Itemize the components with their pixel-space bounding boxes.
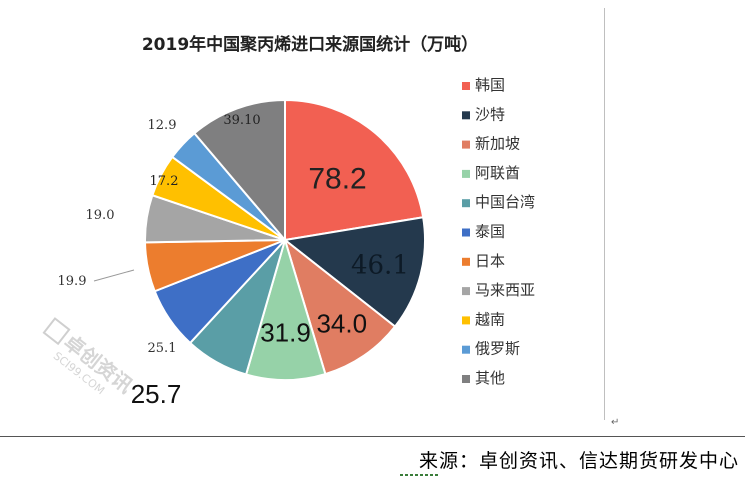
chart-frame: 2019年中国聚丙烯进口来源国统计（万吨） 卓创资讯 SCI99.COM 78.… bbox=[10, 8, 619, 428]
legend-label-0: 韩国 bbox=[475, 76, 505, 94]
data-label-10: 39.10 bbox=[223, 113, 260, 128]
divider-line bbox=[0, 436, 745, 437]
legend-label-2: 新加坡 bbox=[475, 135, 520, 153]
legend-label-7: 马来西亚 bbox=[475, 281, 535, 299]
legend-swatch-7 bbox=[462, 287, 470, 296]
legend-label-3: 阿联酋 bbox=[475, 164, 520, 182]
legend-swatch-6 bbox=[462, 257, 470, 266]
data-label-4: 25.7 bbox=[131, 379, 182, 409]
legend-swatch-9 bbox=[462, 345, 470, 354]
data-label-2: 34.0 bbox=[316, 308, 367, 338]
pie-chart: 2019年中国聚丙烯进口来源国统计（万吨） 卓创资讯 SCI99.COM 78.… bbox=[42, 34, 535, 409]
legend-label-5: 泰国 bbox=[475, 223, 505, 241]
legend-swatch-5 bbox=[462, 228, 470, 237]
legend-label-6: 日本 bbox=[475, 252, 505, 270]
data-label-9: 12.9 bbox=[148, 118, 177, 133]
legend-swatch-8 bbox=[462, 316, 470, 325]
pie-slice-0 bbox=[284, 98, 425, 242]
legend-swatch-2 bbox=[462, 140, 470, 149]
data-label-5: 25.1 bbox=[148, 341, 177, 356]
paragraph-mark: ↵ bbox=[611, 417, 620, 428]
watermark-logo-mark bbox=[42, 317, 71, 346]
pie-slice-10 bbox=[193, 98, 286, 243]
legend-label-9: 俄罗斯 bbox=[475, 340, 520, 358]
data-label-7: 19.0 bbox=[86, 208, 115, 223]
spellcheck-underline bbox=[400, 474, 440, 476]
pie-slice-1 bbox=[282, 216, 426, 328]
legend-label-1: 沙特 bbox=[475, 105, 505, 123]
data-label-0: 78.2 bbox=[308, 163, 366, 196]
pie-slice-3 bbox=[244, 236, 327, 381]
legend-swatch-0 bbox=[462, 82, 470, 90]
legend-swatch-3 bbox=[462, 169, 470, 178]
leader-line-6 bbox=[93, 269, 135, 282]
legend-swatch-1 bbox=[462, 111, 470, 120]
data-label-3: 31.9 bbox=[260, 317, 311, 347]
legend-label-8: 越南 bbox=[475, 310, 505, 328]
watermark-logo: 卓创资讯 SCI99.COM bbox=[42, 317, 137, 398]
chart-title: 2019年中国聚丙烯进口来源国统计（万吨） bbox=[142, 34, 478, 55]
data-label-1: 46.1 bbox=[351, 250, 409, 280]
legend-swatch-10 bbox=[462, 375, 470, 383]
data-label-6: 19.9 bbox=[58, 274, 87, 289]
legend-label-4: 中国台湾 bbox=[475, 193, 535, 211]
source-note: 来源：卓创资讯、信达期货研发中心 bbox=[418, 450, 739, 472]
data-label-8: 17.2 bbox=[150, 174, 179, 189]
legend-swatch-4 bbox=[462, 199, 470, 208]
pie-slice-2 bbox=[283, 237, 397, 376]
legend-label-10: 其他 bbox=[475, 369, 505, 387]
